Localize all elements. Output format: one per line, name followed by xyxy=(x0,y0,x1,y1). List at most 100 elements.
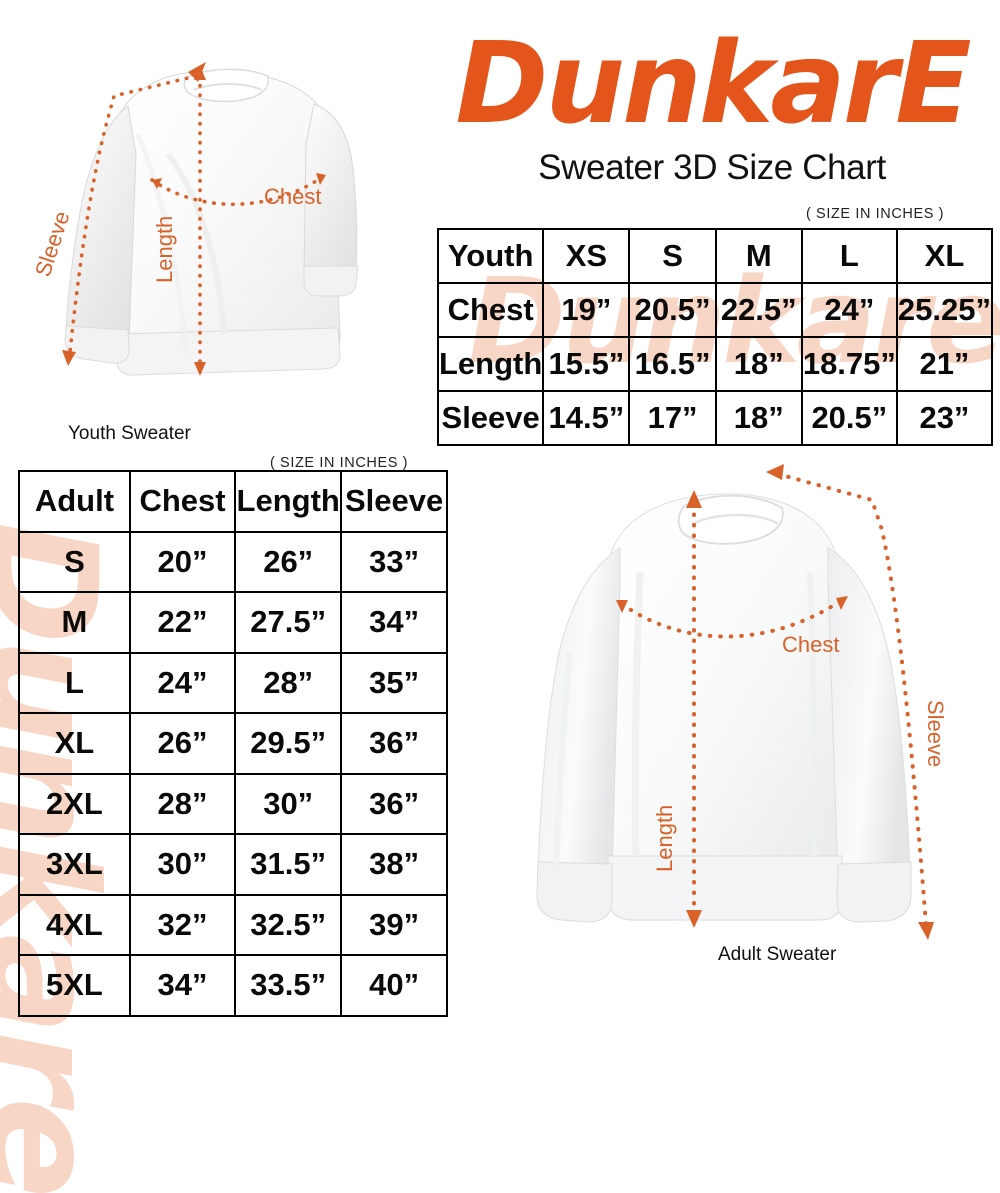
adult-size-table: Adult Chest Length Sleeve S 20” 26” 33” … xyxy=(18,470,448,1017)
table-row: 4XL 32” 32.5” 39” xyxy=(18,893,448,956)
adult-2xl-sleeve: 36” xyxy=(340,772,448,835)
brand-logo-svg: DunkarE xyxy=(455,24,972,149)
table-row: XL 26” 29.5” 36” xyxy=(18,712,448,775)
adult-length-label: Length xyxy=(652,804,677,872)
adult-s-length: 26” xyxy=(234,530,343,593)
adult-3xl-sleeve: 38” xyxy=(340,833,448,896)
size-chart-canvas: DunkarE Sweater 3D Size Chart xyxy=(0,24,1000,1193)
youth-length-xl: 21” xyxy=(895,336,994,392)
adult-4xl-chest: 32” xyxy=(128,893,237,956)
youth-sleeve-xl: 23” xyxy=(895,390,994,446)
youth-row-label-length: Length xyxy=(436,336,545,392)
adult-3xl-chest: 30” xyxy=(128,833,237,896)
youth-sleeve-m: 18” xyxy=(714,390,803,446)
youth-header-l: L xyxy=(800,228,898,284)
youth-row-label-sleeve: Sleeve xyxy=(436,390,545,446)
adult-length-arrow-top xyxy=(686,490,702,508)
youth-header-xs: XS xyxy=(542,228,631,284)
youth-chest-label: Chest xyxy=(264,184,322,209)
adult-length-arrow-bottom xyxy=(686,910,702,928)
adult-size-3xl: 3XL xyxy=(18,833,131,896)
adult-2xl-length: 30” xyxy=(234,772,343,835)
youth-units-note: ( SIZE IN INCHES ) xyxy=(806,206,945,222)
adult-header-length: Length xyxy=(234,470,343,533)
brand-logo-text: DunkarE xyxy=(455,24,971,149)
table-row: 3XL 30” 31.5” 38” xyxy=(18,833,448,896)
adult-l-length: 28” xyxy=(234,651,343,714)
adult-l-chest: 24” xyxy=(128,651,237,714)
adult-sleeve-arrow-bottom xyxy=(918,922,934,940)
youth-chest-s: 20.5” xyxy=(628,282,717,338)
youth-sleeve-l: 20.5” xyxy=(800,390,898,446)
adult-m-chest: 22” xyxy=(128,591,237,654)
table-row-header: Youth XS S M L XL xyxy=(436,228,994,284)
brand-logo: DunkarE xyxy=(452,24,972,154)
table-row: 2XL 28” 30” 36” xyxy=(18,772,448,835)
adult-m-sleeve: 34” xyxy=(340,591,448,654)
youth-chest-m: 22.5” xyxy=(714,282,803,338)
adult-sweater-caption: Adult Sweater xyxy=(718,944,837,965)
youth-chest-l: 24” xyxy=(800,282,898,338)
adult-5xl-chest: 34” xyxy=(128,954,237,1017)
adult-header-sleeve: Sleeve xyxy=(340,470,448,533)
adult-header-chest: Chest xyxy=(128,470,237,533)
youth-sweater-svg xyxy=(62,62,359,376)
youth-chest-xs: 19” xyxy=(542,282,631,338)
adult-size-2xl: 2XL xyxy=(18,772,131,835)
youth-length-xs: 15.5” xyxy=(542,336,631,392)
adult-chest-arrow-right xyxy=(836,596,848,610)
adult-sleeve-arrow-top xyxy=(766,464,784,480)
adult-s-sleeve: 33” xyxy=(340,530,448,593)
youth-length-arrow-bottom xyxy=(194,362,206,376)
adult-xl-length: 29.5” xyxy=(234,712,343,775)
table-row: Chest 19” 20.5” 22.5” 24” 25.25” xyxy=(436,282,994,338)
youth-sleeve-arrow-bottom xyxy=(62,350,76,366)
adult-2xl-chest: 28” xyxy=(128,772,237,835)
adult-sweater-svg xyxy=(536,464,934,940)
youth-chest-xl: 25.25” xyxy=(895,282,994,338)
adult-size-4xl: 4XL xyxy=(18,893,131,956)
adult-m-length: 27.5” xyxy=(234,591,343,654)
adult-sweater-illustration xyxy=(470,452,990,952)
adult-5xl-sleeve: 40” xyxy=(340,954,448,1017)
youth-size-table: Youth XS S M L XL Chest 19” 20.5” 22.5” … xyxy=(436,228,994,446)
adult-3xl-length: 31.5” xyxy=(234,833,343,896)
youth-header-xl: XL xyxy=(895,228,994,284)
table-row: L 24” 28” 35” xyxy=(18,651,448,714)
adult-s-chest: 20” xyxy=(128,530,237,593)
table-row: Sleeve 14.5” 17” 18” 20.5” 23” xyxy=(436,390,994,446)
page-title: Sweater 3D Size Chart xyxy=(538,148,886,187)
adult-chest-label: Chest xyxy=(782,632,840,657)
adult-header-label: Adult xyxy=(18,470,131,533)
youth-row-label-chest: Chest xyxy=(436,282,545,338)
youth-chest-arrow-left xyxy=(152,178,162,189)
youth-length-s: 16.5” xyxy=(628,336,717,392)
youth-chest-arrow-right xyxy=(316,173,326,185)
table-row: 5XL 34” 33.5” 40” xyxy=(18,954,448,1017)
youth-header-label: Youth xyxy=(436,228,545,284)
youth-sleeve-s: 17” xyxy=(628,390,717,446)
youth-header-m: M xyxy=(714,228,803,284)
adult-4xl-sleeve: 39” xyxy=(340,893,448,956)
adult-size-s: S xyxy=(18,530,131,593)
youth-chest-dimension-line xyxy=(150,174,326,207)
adult-size-m: M xyxy=(18,591,131,654)
table-row: M 22” 27.5” 34” xyxy=(18,591,448,654)
adult-size-xl: XL xyxy=(18,712,131,775)
adult-l-sleeve: 35” xyxy=(340,651,448,714)
youth-length-m: 18” xyxy=(714,336,803,392)
adult-chest-arrow-left xyxy=(616,600,628,613)
adult-units-note: ( SIZE IN INCHES ) xyxy=(270,455,409,471)
youth-length-l: 18.75” xyxy=(800,336,898,392)
adult-4xl-length: 32.5” xyxy=(234,893,343,956)
youth-sleeve-arrow-top xyxy=(188,62,206,82)
youth-sweater-caption: Youth Sweater xyxy=(68,423,191,444)
adult-size-5xl: 5XL xyxy=(18,954,131,1017)
youth-header-s: S xyxy=(628,228,717,284)
adult-xl-chest: 26” xyxy=(128,712,237,775)
youth-sweater-illustration xyxy=(18,34,418,424)
adult-xl-sleeve: 36” xyxy=(340,712,448,775)
table-row: Length 15.5” 16.5” 18” 18.75” 21” xyxy=(436,336,994,392)
table-row-header: Adult Chest Length Sleeve xyxy=(18,470,448,533)
table-row: S 20” 26” 33” xyxy=(18,530,448,593)
